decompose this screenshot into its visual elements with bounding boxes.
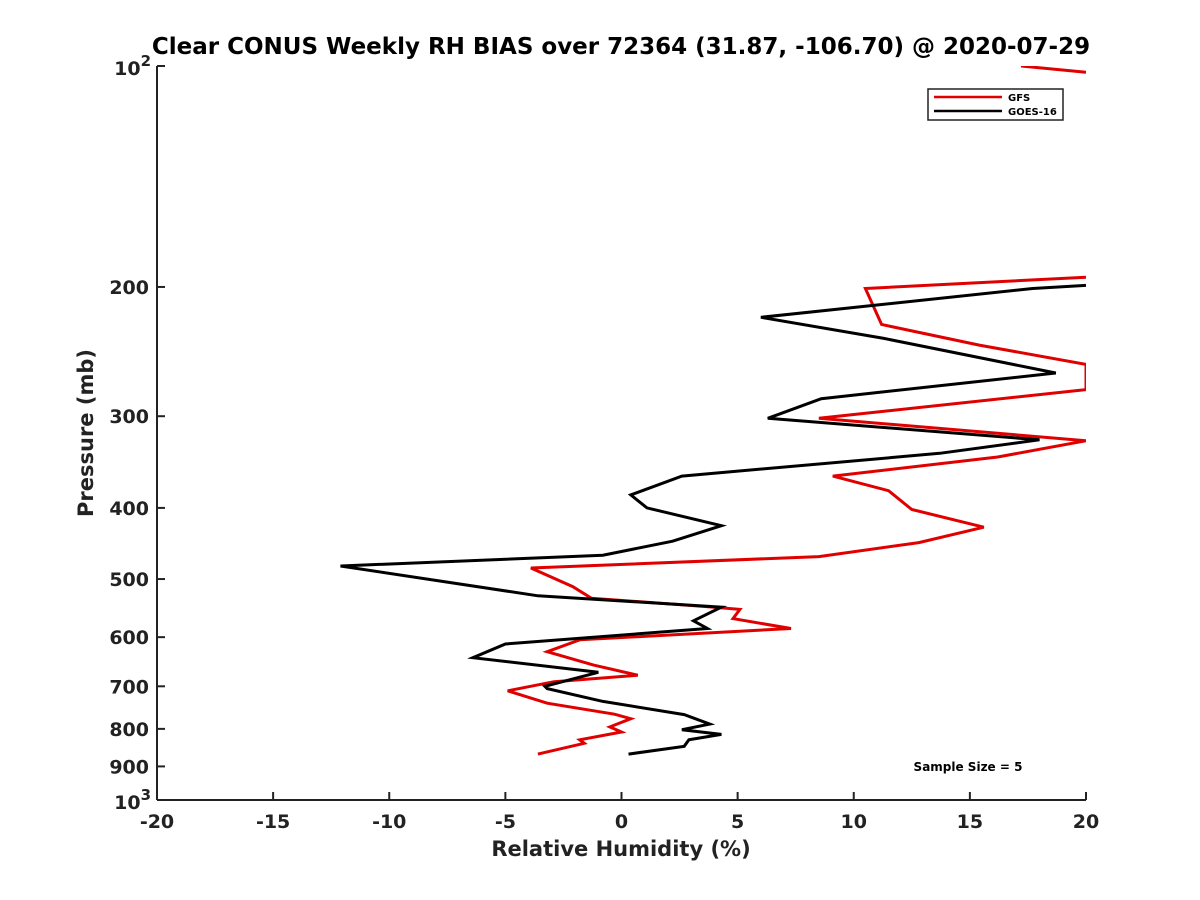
- series-line-gfs: [507, 275, 1086, 756]
- x-axis-label: Relative Humidity (%): [491, 837, 750, 861]
- series-line-goes-16: [340, 283, 1086, 756]
- legend: GFS GOES-16: [927, 88, 1064, 121]
- legend-label-goes16: GOES-16: [1008, 107, 1057, 118]
- legend-label-gfs: GFS: [1008, 93, 1030, 104]
- y-tick-label: 900: [109, 756, 149, 778]
- y-tick-label: 400: [109, 498, 149, 520]
- y-tick-label: 600: [109, 627, 149, 649]
- y-tick-label: 102: [114, 52, 151, 80]
- x-tick-label: -15: [256, 811, 290, 833]
- sample-size-annotation: Sample Size = 5: [914, 760, 1023, 774]
- y-tick-label: 800: [109, 719, 149, 741]
- series-line-extra-2: [1020, 66, 1086, 74]
- x-tick-label: -20: [140, 811, 174, 833]
- y-tick-label: 200: [109, 277, 149, 299]
- x-axis-ticks: -20 -15 -10 -5 0 5 10 15 20: [140, 792, 1099, 833]
- series-layer: [340, 66, 1086, 756]
- y-tick-label: 103: [114, 786, 151, 814]
- legend-box: [927, 88, 1064, 121]
- x-tick-label: 20: [1073, 811, 1099, 833]
- x-tick-label: 5: [731, 811, 744, 833]
- x-tick-label: 15: [957, 811, 983, 833]
- x-tick-label: 10: [841, 811, 867, 833]
- y-axis-label: Pressure (mb): [74, 349, 98, 517]
- y-tick-label: 500: [109, 569, 149, 591]
- chart-title: Clear CONUS Weekly RH BIAS over 72364 (3…: [152, 34, 1090, 60]
- x-tick-label: 0: [615, 811, 628, 833]
- y-axis-ticks: 102 200 300 400 500 600 700 800 900 103: [109, 52, 165, 814]
- x-tick-label: -10: [372, 811, 406, 833]
- y-tick-label: 300: [109, 406, 149, 428]
- x-tick-label: -5: [495, 811, 516, 833]
- y-tick-label: 700: [109, 676, 149, 698]
